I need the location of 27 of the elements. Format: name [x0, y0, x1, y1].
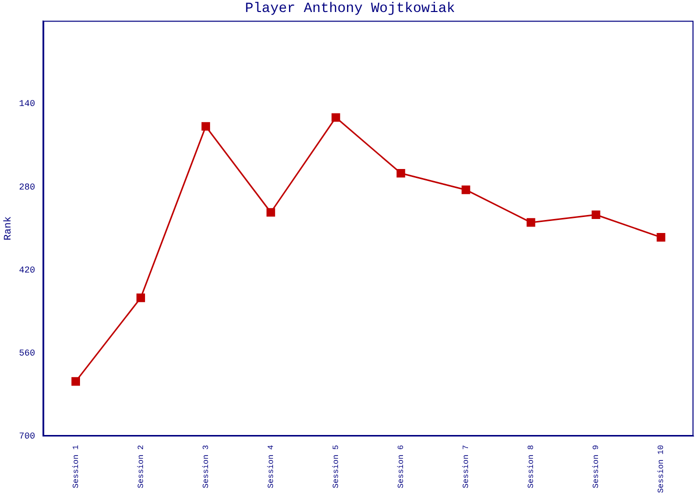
x-tick-label: Session 1	[72, 444, 81, 488]
point	[71, 377, 80, 386]
point	[396, 168, 406, 178]
y-tick-label: 140	[19, 99, 36, 110]
point	[656, 233, 666, 242]
chart-title: Player Anthony Wojtkowiak	[244, 1, 456, 18]
x-tick-label: Session 7	[462, 444, 472, 488]
x-tick-label: Session 2	[136, 444, 146, 488]
x-tick-label: Session 4	[266, 444, 276, 488]
x-tick-label: Session 8	[527, 444, 536, 488]
y-tick-label: 700	[19, 431, 36, 442]
point	[462, 186, 470, 194]
point	[136, 294, 146, 302]
x-tick-label: Session 9	[592, 444, 602, 488]
y-tick-label: 420	[19, 265, 36, 276]
y-tick-label: 280	[19, 182, 36, 192]
x-tick-label: Session 10	[657, 444, 666, 494]
point	[592, 210, 600, 220]
x-tick-label: Session 5	[332, 444, 341, 488]
y-tick-label: 560	[19, 348, 36, 358]
y-axis-title: Rank	[2, 216, 15, 240]
point	[526, 218, 536, 227]
x-tick-label: Session 3	[202, 444, 211, 488]
x-tick-label: Session 6	[396, 444, 406, 488]
point	[201, 122, 210, 131]
point	[332, 113, 340, 122]
point	[266, 208, 276, 217]
